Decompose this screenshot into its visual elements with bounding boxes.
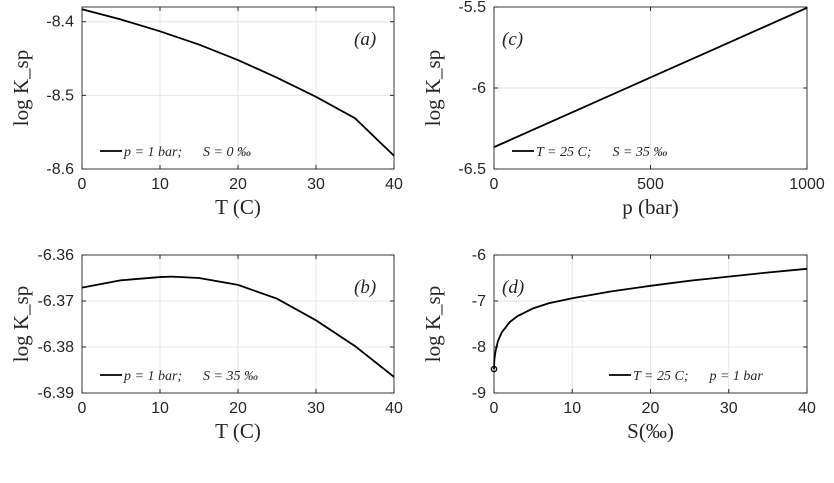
panel-a: 0 10 20 30 40 -8.4 -8.5 -8.6 (a) p = 1 bar; S = 0… (9, 6, 403, 219)
y-tick-label: -6 (472, 80, 486, 97)
y-axis-label: log K_sp (9, 286, 33, 362)
x-tick-label: 1000 (789, 176, 825, 193)
legend: T = 25 C; p = 1 bar (609, 369, 763, 384)
x-axis-label: T (C) (215, 195, 261, 219)
x-axis-label: T (C) (215, 419, 261, 443)
panel-tag: (c) (502, 29, 523, 50)
panel-c: 0 500 1000 -5.5 -6 -6.5 (c) T = 25 C; S = 35 ‰ p… (421, 0, 825, 219)
series-line (493, 6, 808, 148)
x-tick-label: 10 (563, 400, 581, 417)
y-tick-label: -5.5 (458, 0, 486, 16)
x-tick-label: 20 (642, 400, 660, 417)
x-tick-label: 40 (385, 400, 403, 417)
y-tick-label: -6.36 (38, 247, 75, 264)
x-tick-label: 0 (490, 176, 499, 193)
x-axis-label: p (bar) (622, 195, 679, 219)
legend-label: p = 1 bar; S = 35 ‰ (123, 369, 258, 384)
y-axis-label: log K_sp (9, 50, 33, 126)
y-tick-label: -8.6 (46, 161, 74, 178)
x-tick-label: 30 (307, 400, 325, 417)
legend: p = 1 bar; S = 0 ‰ (100, 145, 251, 160)
x-tick-label: 20 (229, 176, 247, 193)
y-tick-label: -6 (472, 247, 486, 264)
y-axis-label: log K_sp (421, 50, 445, 126)
x-tick-label: 0 (78, 400, 87, 417)
x-tick-label: 30 (307, 176, 325, 193)
panel-d: 0 10 20 30 40 -6 -7 -8 -9 (d) T = 25 C; p = 1 bar S… (421, 247, 816, 443)
x-tick-label: 10 (151, 176, 169, 193)
y-tick-label: -8 (472, 339, 486, 356)
x-tick-label: 40 (385, 176, 403, 193)
panel-tag: (b) (354, 277, 376, 298)
x-tick-label: 500 (637, 176, 664, 193)
legend: p = 1 bar; S = 35 ‰ (100, 369, 258, 384)
legend-label: p = 1 bar; S = 0 ‰ (123, 145, 251, 160)
legend-label: T = 25 C; p = 1 bar (633, 369, 763, 384)
y-tick-label: -6.37 (38, 293, 75, 310)
y-tick-label: -9 (472, 385, 486, 402)
panel-tag: (a) (354, 29, 376, 50)
x-tick-label: 40 (798, 400, 816, 417)
legend: T = 25 C; S = 35 ‰ (512, 145, 667, 160)
x-tick-label: 0 (490, 400, 499, 417)
panel-tag: (d) (502, 277, 524, 298)
legend-label: T = 25 C; S = 35 ‰ (536, 145, 667, 160)
y-tick-label: -8.5 (46, 87, 74, 104)
x-tick-label: 0 (78, 176, 87, 193)
x-tick-label: 10 (151, 400, 169, 417)
y-tick-label: -6.38 (38, 339, 75, 356)
x-tick-label: 20 (229, 400, 247, 417)
series-line (81, 8, 395, 157)
panel-b: 0 10 20 30 40 -6.36 -6.37 -6.38 -6.39 (b) p = 1 ba… (9, 247, 403, 443)
start-marker (490, 365, 498, 373)
x-axis-label: S(‰) (627, 419, 674, 443)
y-tick-label: -6.5 (458, 161, 486, 178)
y-tick-label: -8.4 (46, 14, 74, 31)
y-tick-label: -7 (472, 293, 486, 310)
x-tick-label: 30 (720, 400, 738, 417)
y-axis-label: log K_sp (421, 286, 445, 362)
series-line (493, 267, 808, 370)
y-tick-label: -6.39 (38, 385, 75, 402)
series-line (81, 275, 395, 378)
